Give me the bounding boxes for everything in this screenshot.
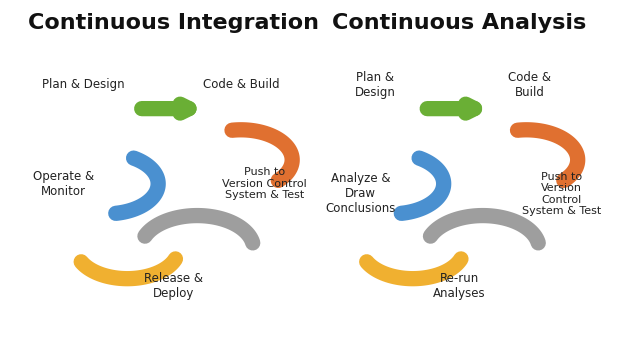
Text: Analyze &
Draw
Conclusions: Analyze & Draw Conclusions: [325, 172, 395, 215]
Text: Push to
Version
Control
System & Test: Push to Version Control System & Test: [522, 171, 601, 217]
Text: Continuous Analysis: Continuous Analysis: [333, 13, 587, 33]
Text: Code &
Build: Code & Build: [508, 71, 551, 99]
Text: Continuous Integration: Continuous Integration: [28, 13, 320, 33]
Text: Release &
Deploy: Release & Deploy: [144, 272, 204, 300]
Text: Plan & Design: Plan & Design: [42, 78, 125, 91]
Text: Plan &
Design: Plan & Design: [355, 71, 395, 99]
Text: Push to
Version Control
System & Test: Push to Version Control System & Test: [222, 167, 307, 200]
Text: Code & Build: Code & Build: [202, 78, 280, 91]
Text: Operate &
Monitor: Operate & Monitor: [33, 170, 94, 198]
Text: Re-run
Analyses: Re-run Analyses: [433, 272, 486, 300]
